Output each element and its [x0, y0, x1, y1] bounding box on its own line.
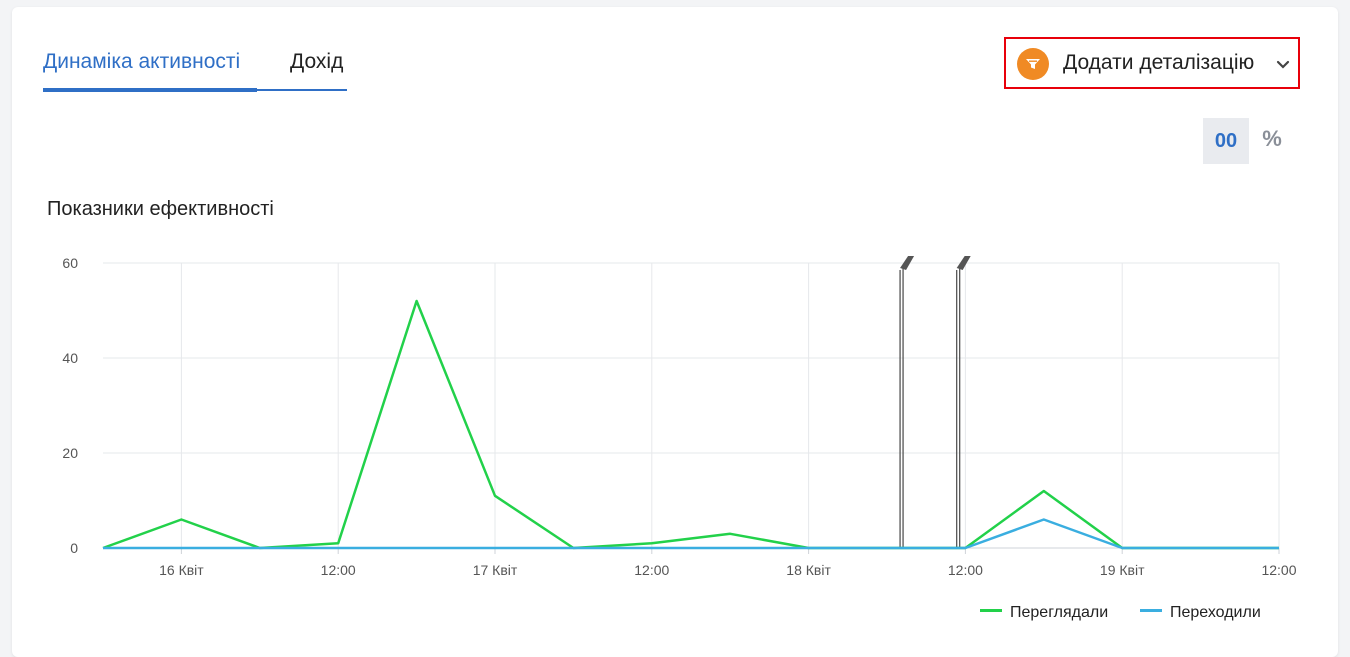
y-tick-label: 40: [62, 350, 78, 366]
x-tick-label: 12:00: [948, 562, 983, 578]
legend-label-clicks: Переходили: [1170, 604, 1261, 621]
x-tick-label: 12:00: [634, 562, 669, 578]
y-tick-label: 0: [70, 540, 78, 556]
y-tick-label: 20: [62, 445, 78, 461]
series-line-views: [103, 301, 1279, 548]
legend-item-clicks[interactable]: Переходили: [1140, 602, 1261, 624]
y-tick-label: 60: [62, 255, 78, 271]
legend-label-views: Переглядали: [1010, 604, 1108, 621]
legend-item-views[interactable]: Переглядали: [980, 602, 1108, 624]
x-tick-label: 17 Квіт: [473, 562, 518, 578]
performance-chart: 0 20 40 60 16 Квіт 12:00 17 Квіт 12:00 18 Квіт 12…: [0, 0, 1350, 643]
x-tick-label: 19 Квіт: [1100, 562, 1145, 578]
x-tick-label: 16 Квіт: [159, 562, 204, 578]
x-tick-label: 12:00: [1261, 562, 1296, 578]
x-tick-label: 12:00: [321, 562, 356, 578]
x-tick-label: 18 Квіт: [786, 562, 831, 578]
legend-swatch-clicks: [1140, 609, 1162, 612]
legend-swatch-views: [980, 609, 1002, 612]
